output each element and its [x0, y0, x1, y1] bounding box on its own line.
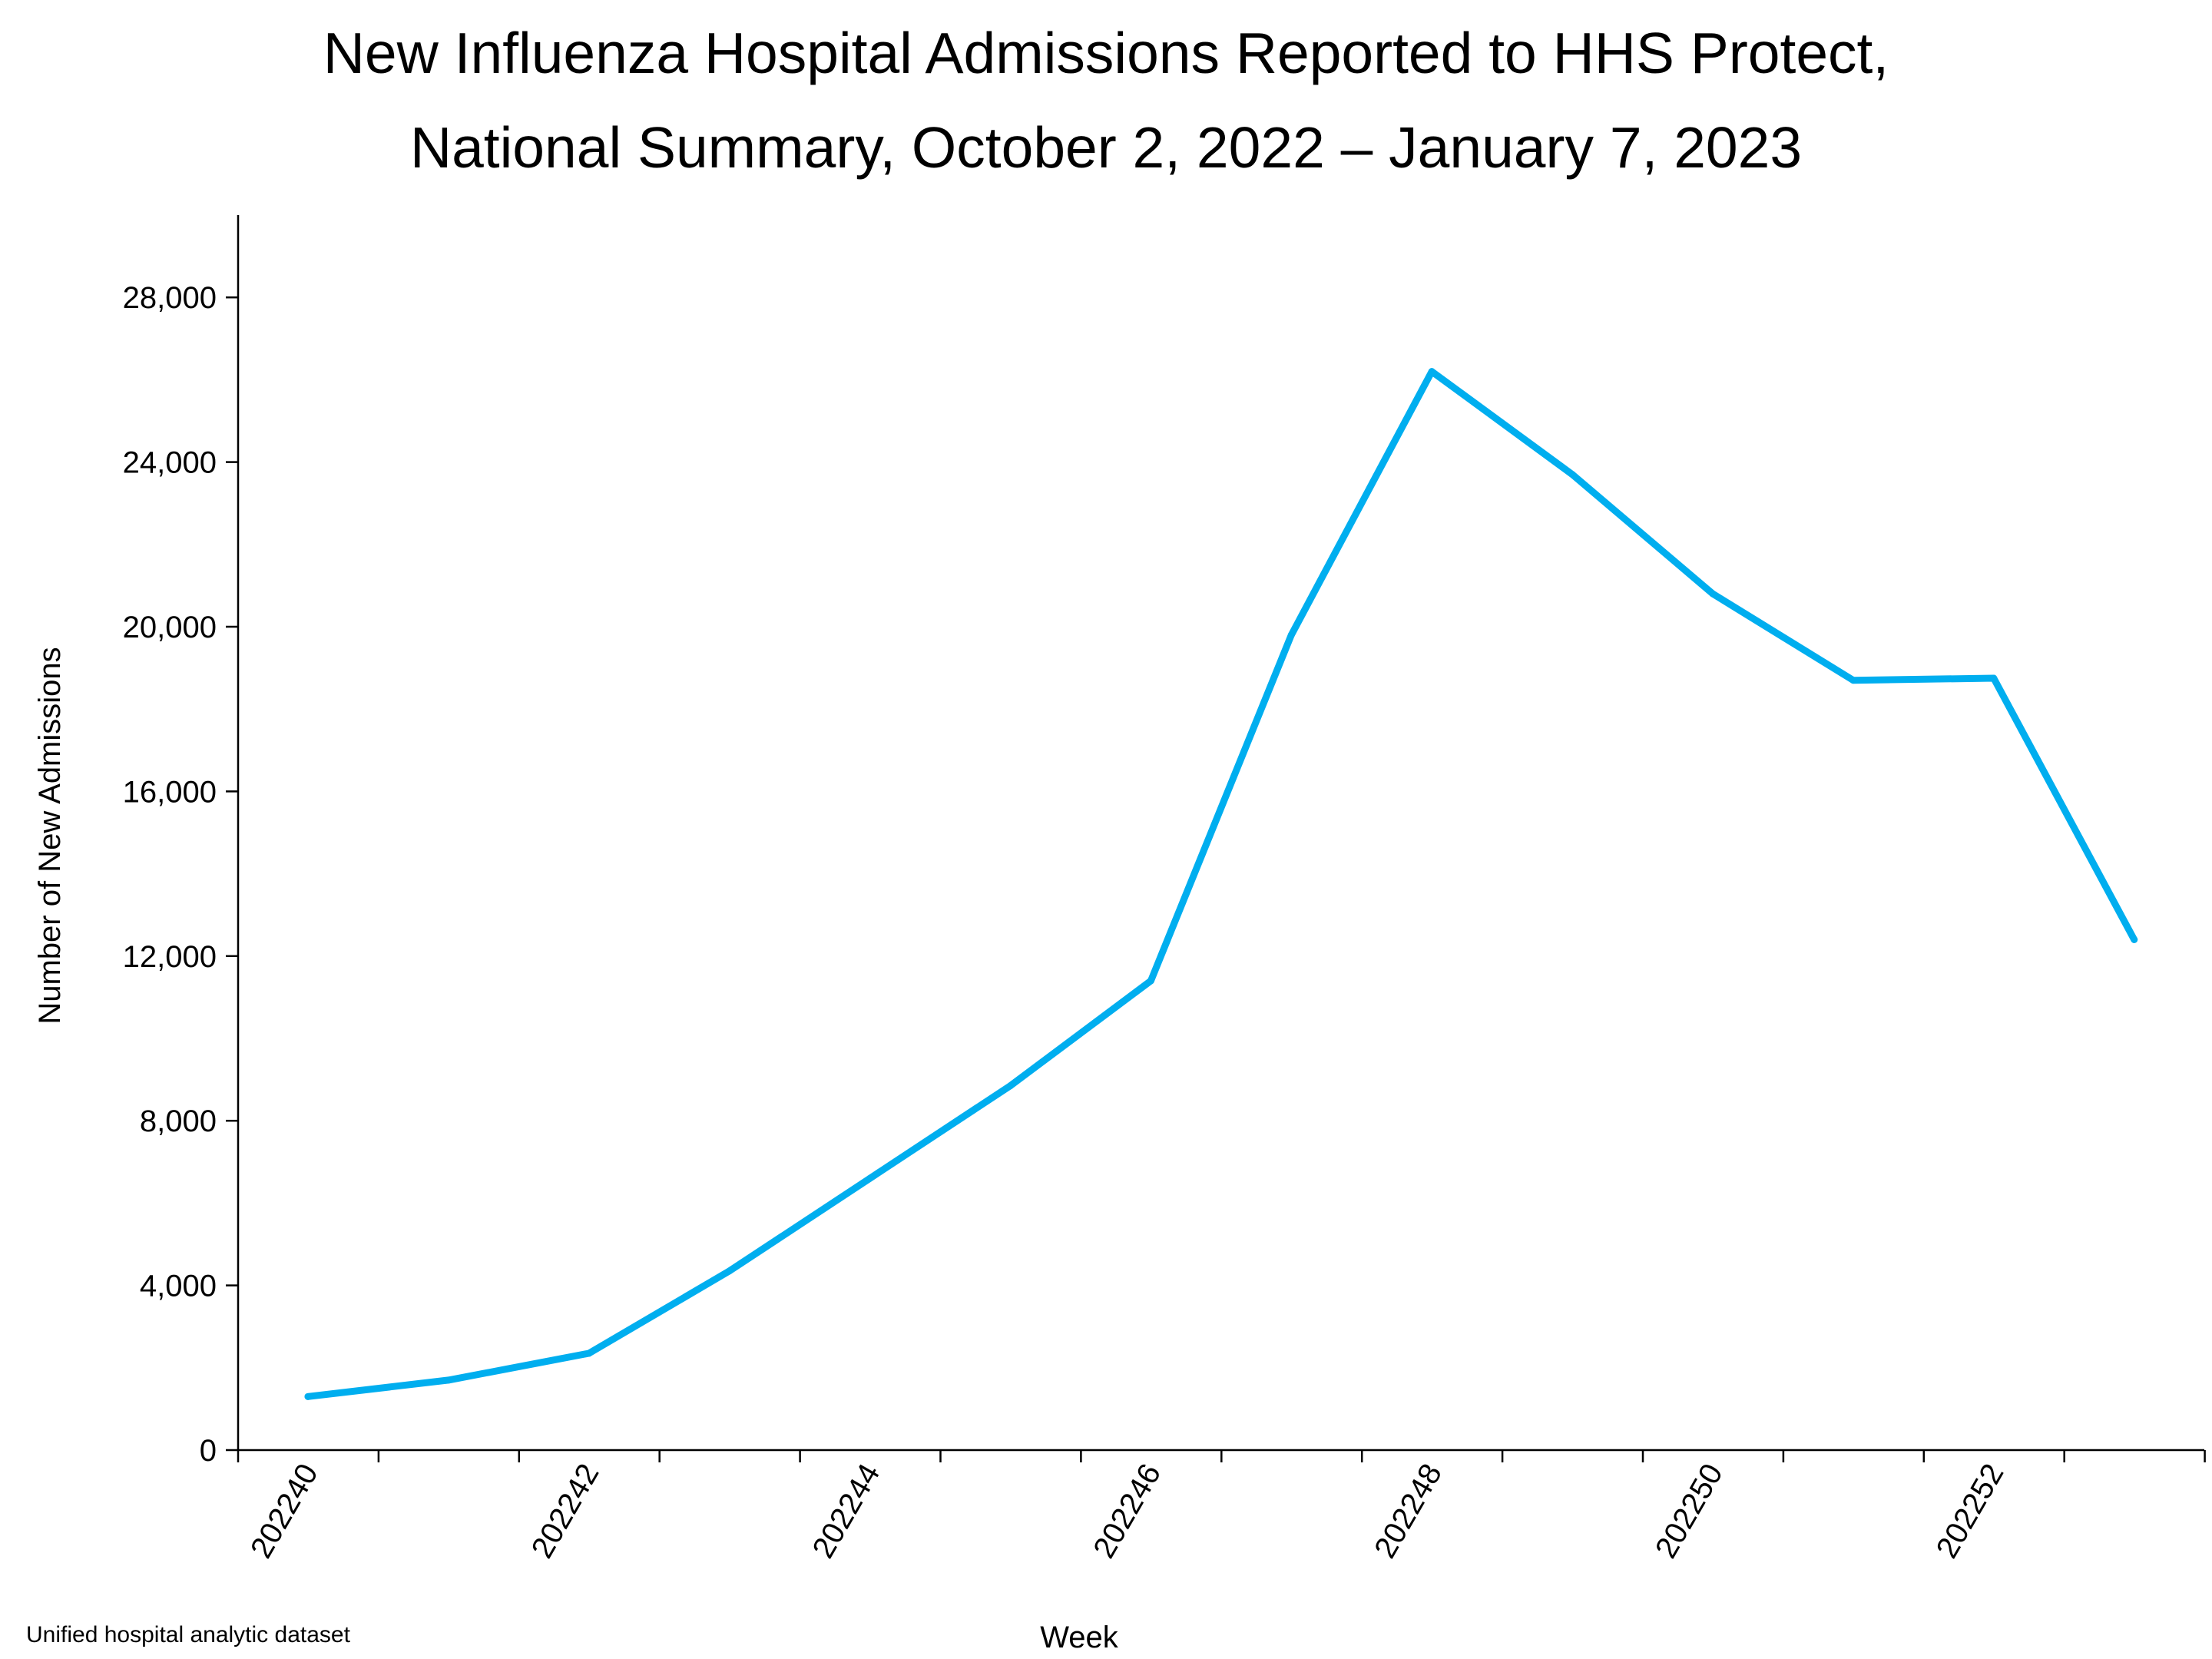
y-tick-label: 20,000	[123, 611, 217, 644]
data-point	[726, 1267, 733, 1275]
data-point	[1568, 471, 1576, 478]
x-tick-label: 202252	[1930, 1459, 2011, 1565]
x-tick-label: 202248	[1368, 1459, 1449, 1565]
y-tick-label: 12,000	[123, 940, 217, 974]
x-tick-label: 202250	[1649, 1459, 1730, 1565]
data-point	[866, 1174, 874, 1182]
y-tick-label: 28,000	[123, 281, 217, 315]
x-axis-label: Week	[1040, 1621, 1119, 1654]
y-tick-label: 16,000	[123, 775, 217, 809]
series-line	[304, 368, 2138, 1400]
data-point	[1428, 368, 1435, 376]
x-tick-label: 202246	[1087, 1459, 1167, 1565]
x-tick-label: 202240	[244, 1459, 325, 1565]
y-axis-label: Number of New Admissions	[33, 647, 67, 1024]
data-point	[1849, 677, 1857, 684]
data-point	[1147, 977, 1154, 985]
chart-title-line-2: National Summary, October 2, 2022 – Janu…	[410, 115, 1802, 180]
chart-title-line-1: New Influenza Hospital Admissions Report…	[323, 21, 1889, 85]
data-point	[585, 1349, 593, 1357]
y-axis: 0 4,000 8,000 12,000 16,000 20,000 24,000 28,00…	[123, 215, 240, 1468]
x-tick-label: 202244	[806, 1459, 887, 1565]
data-point	[1709, 590, 1717, 598]
y-tick-label: 4,000	[140, 1270, 217, 1303]
y-tick-label: 8,000	[140, 1104, 217, 1138]
data-point	[304, 1392, 312, 1400]
footnote: Unified hospital analytic dataset	[26, 1622, 351, 1647]
x-tick-label: 202242	[525, 1459, 606, 1565]
data-point	[1990, 674, 1998, 682]
data-point	[1287, 631, 1295, 639]
series-layer	[304, 368, 2138, 1400]
data-point	[445, 1376, 452, 1384]
y-tick-label: 0	[200, 1434, 217, 1468]
x-axis: 202240 202242 202244 202246 202248 202250 2022…	[237, 1449, 2206, 1565]
data-point	[1007, 1082, 1014, 1090]
y-tick-label: 24,000	[123, 446, 217, 480]
data-point	[2131, 935, 2138, 943]
